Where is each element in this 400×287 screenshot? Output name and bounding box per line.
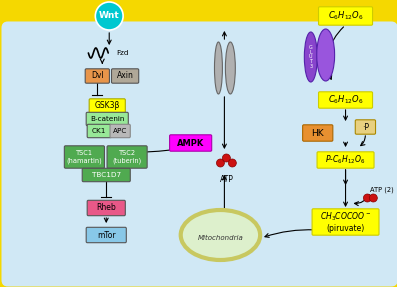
- FancyBboxPatch shape: [170, 135, 212, 151]
- Text: TSC1
(hamartin): TSC1 (hamartin): [66, 150, 102, 164]
- FancyBboxPatch shape: [318, 7, 372, 25]
- Ellipse shape: [317, 29, 335, 81]
- FancyBboxPatch shape: [317, 152, 374, 168]
- FancyBboxPatch shape: [318, 92, 372, 108]
- Text: Rheb: Rheb: [96, 203, 116, 212]
- FancyBboxPatch shape: [64, 146, 104, 168]
- FancyBboxPatch shape: [303, 125, 333, 141]
- Text: B-catenin: B-catenin: [90, 116, 124, 122]
- FancyBboxPatch shape: [110, 124, 130, 138]
- FancyBboxPatch shape: [0, 18, 400, 287]
- Ellipse shape: [181, 210, 260, 260]
- FancyBboxPatch shape: [85, 69, 110, 83]
- Circle shape: [216, 159, 224, 167]
- Circle shape: [222, 154, 230, 162]
- Circle shape: [228, 159, 236, 167]
- Text: Fzd: Fzd: [116, 50, 129, 56]
- Text: Dvl: Dvl: [91, 71, 104, 80]
- FancyBboxPatch shape: [312, 209, 379, 235]
- FancyBboxPatch shape: [107, 146, 147, 168]
- Text: Wnt: Wnt: [99, 11, 120, 20]
- Text: TSC2
(tuberin): TSC2 (tuberin): [112, 150, 142, 164]
- Text: mTor: mTor: [97, 230, 116, 239]
- Circle shape: [369, 194, 377, 202]
- FancyBboxPatch shape: [355, 120, 376, 134]
- Text: ATP: ATP: [220, 175, 233, 184]
- Text: ATP (2): ATP (2): [370, 187, 394, 193]
- Text: AMPK: AMPK: [177, 139, 204, 148]
- Circle shape: [95, 2, 123, 30]
- Text: $P$-$C_6H_{12}O_6$: $P$-$C_6H_{12}O_6$: [326, 154, 366, 166]
- Text: Mitochondria: Mitochondria: [198, 235, 243, 241]
- FancyBboxPatch shape: [82, 168, 130, 182]
- Text: APC: APC: [113, 128, 127, 134]
- Text: $C_6H_{12}O_6$: $C_6H_{12}O_6$: [328, 94, 364, 106]
- Text: GSK3β: GSK3β: [94, 102, 120, 110]
- Circle shape: [364, 194, 371, 202]
- FancyBboxPatch shape: [89, 99, 125, 113]
- Text: G
L
U
T
3: G L U T 3: [309, 45, 313, 69]
- Ellipse shape: [304, 32, 317, 82]
- FancyBboxPatch shape: [86, 112, 128, 126]
- Text: TBC1D7: TBC1D7: [92, 172, 121, 178]
- Ellipse shape: [225, 42, 235, 94]
- Text: CK1: CK1: [92, 128, 106, 134]
- Text: ·P: ·P: [362, 123, 369, 131]
- Ellipse shape: [214, 42, 222, 94]
- FancyBboxPatch shape: [87, 200, 125, 216]
- Text: Axin: Axin: [117, 71, 134, 80]
- Text: HK: HK: [312, 129, 324, 137]
- Text: $CH_3COCOO^-$
(piruvate): $CH_3COCOO^-$ (piruvate): [320, 211, 371, 233]
- FancyBboxPatch shape: [112, 69, 139, 83]
- Text: $C_6H_{12}O_6$: $C_6H_{12}O_6$: [328, 10, 364, 22]
- FancyBboxPatch shape: [87, 124, 112, 138]
- FancyBboxPatch shape: [86, 227, 126, 243]
